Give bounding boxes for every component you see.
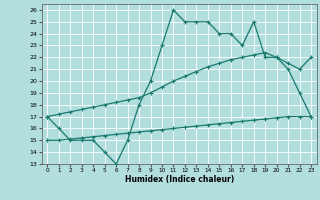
X-axis label: Humidex (Indice chaleur): Humidex (Indice chaleur) xyxy=(124,175,234,184)
